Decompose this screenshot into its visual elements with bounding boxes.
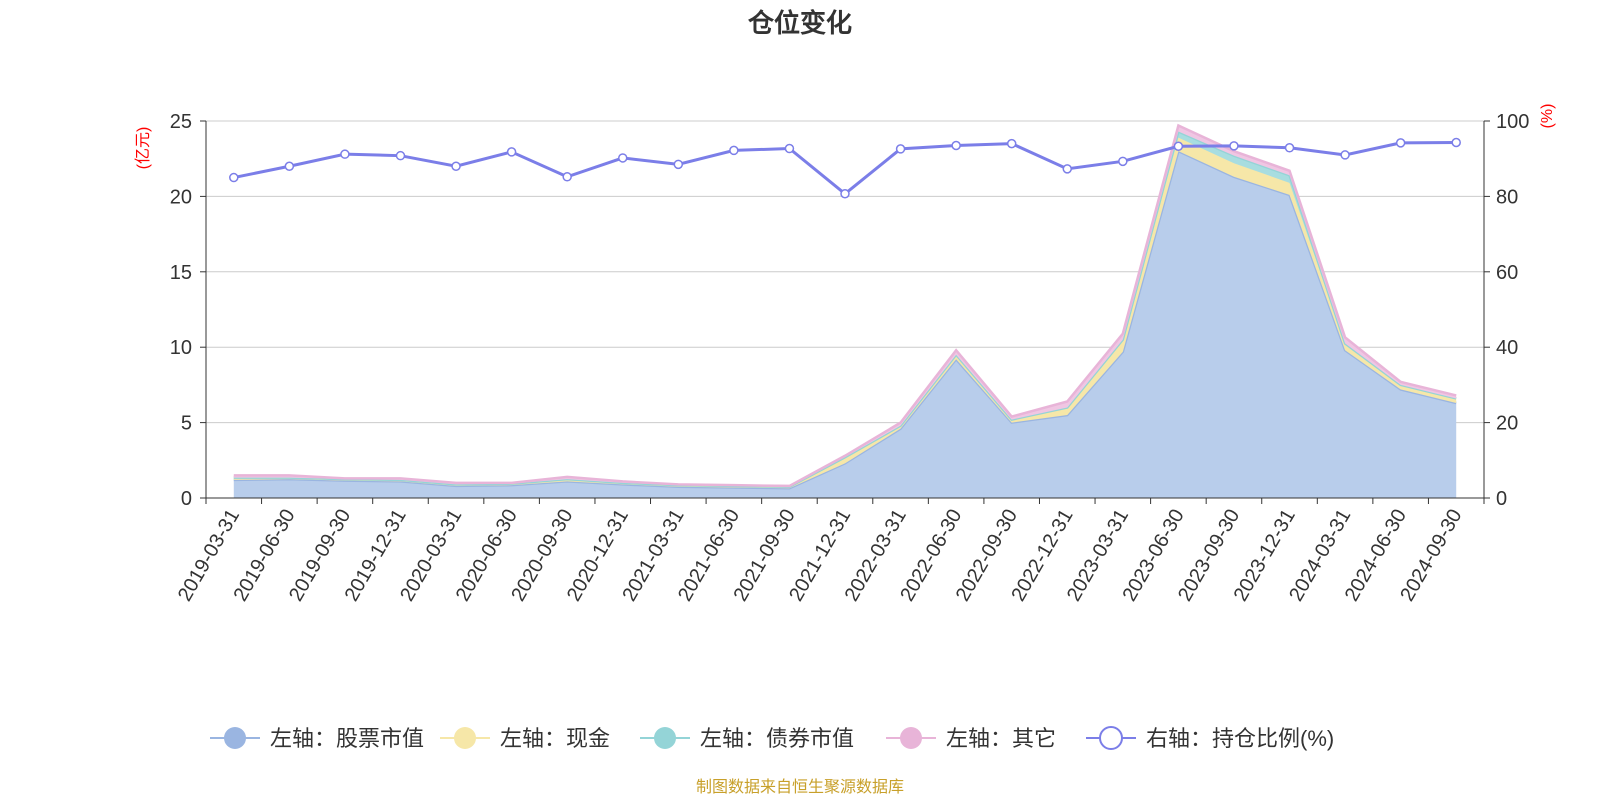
legend-label: 右轴：持仓比例(%) bbox=[1146, 726, 1334, 751]
right-axis-unit: (%) bbox=[1539, 104, 1556, 129]
ratio-point bbox=[284, 161, 295, 171]
ratio-point bbox=[1006, 138, 1017, 149]
ratio-point bbox=[229, 172, 239, 183]
legend: 左轴：股票市值 左轴：现金 左轴：债券市值 左轴：其它 右轴：持仓比例(%) bbox=[210, 726, 1334, 751]
position-ratio-line bbox=[229, 137, 1461, 199]
left-tick-label: 15 bbox=[170, 262, 192, 284]
right-tick-label: 80 bbox=[1496, 186, 1518, 208]
ratio-point bbox=[1395, 138, 1406, 148]
legend-label: 左轴：现金 bbox=[500, 726, 610, 751]
area-左轴：股票市值 bbox=[233, 151, 1457, 498]
source-note: 制图数据来自恒生聚源数据库 bbox=[696, 778, 904, 796]
ratio-point bbox=[1118, 156, 1128, 167]
ratio-point bbox=[951, 140, 961, 151]
ratio-point bbox=[1340, 150, 1350, 160]
right-tick-label: 60 bbox=[1496, 262, 1518, 284]
ratio-point bbox=[895, 144, 906, 154]
legend-marker bbox=[654, 727, 676, 749]
ratio-point bbox=[340, 149, 350, 159]
chart-title: 仓位变化 bbox=[747, 8, 852, 38]
legend-marker bbox=[1099, 726, 1123, 750]
area-edge-左轴：其它 bbox=[233, 123, 1457, 488]
ratio-point bbox=[673, 159, 684, 170]
ratio-point bbox=[784, 143, 795, 154]
ratio-point bbox=[1284, 143, 1295, 153]
left-axis-unit: (亿元) bbox=[134, 127, 152, 170]
left-tick-label: 10 bbox=[170, 337, 192, 359]
right-tick-label: 100 bbox=[1496, 111, 1529, 133]
right-tick-label: 20 bbox=[1496, 413, 1518, 435]
ratio-point bbox=[617, 153, 628, 163]
legend-marker bbox=[454, 727, 476, 749]
ratio-point bbox=[1062, 164, 1073, 174]
right-tick-label: 0 bbox=[1496, 488, 1507, 510]
right-tick-label: 40 bbox=[1496, 337, 1518, 359]
ratio-point bbox=[1229, 141, 1239, 151]
legend-label: 左轴：股票市值 bbox=[270, 726, 424, 751]
ratio-point bbox=[506, 147, 517, 157]
legend-marker bbox=[224, 727, 246, 749]
left-tick-label: 20 bbox=[170, 186, 192, 208]
ratio-point bbox=[1451, 137, 1461, 148]
ratio-point bbox=[729, 145, 739, 156]
ratio-point bbox=[451, 161, 461, 171]
stacked-areas bbox=[233, 123, 1457, 498]
legend-label: 左轴：其它 bbox=[946, 726, 1056, 751]
legend-marker bbox=[900, 727, 922, 749]
left-tick-label: 25 bbox=[170, 111, 192, 133]
ratio-point bbox=[840, 189, 850, 199]
left-tick-label: 5 bbox=[181, 413, 192, 435]
ratio-point bbox=[1173, 141, 1184, 152]
legend-label: 左轴：债券市值 bbox=[700, 726, 854, 751]
left-tick-label: 0 bbox=[181, 488, 192, 510]
ratio-point bbox=[395, 150, 406, 161]
ratio-point bbox=[562, 172, 572, 182]
